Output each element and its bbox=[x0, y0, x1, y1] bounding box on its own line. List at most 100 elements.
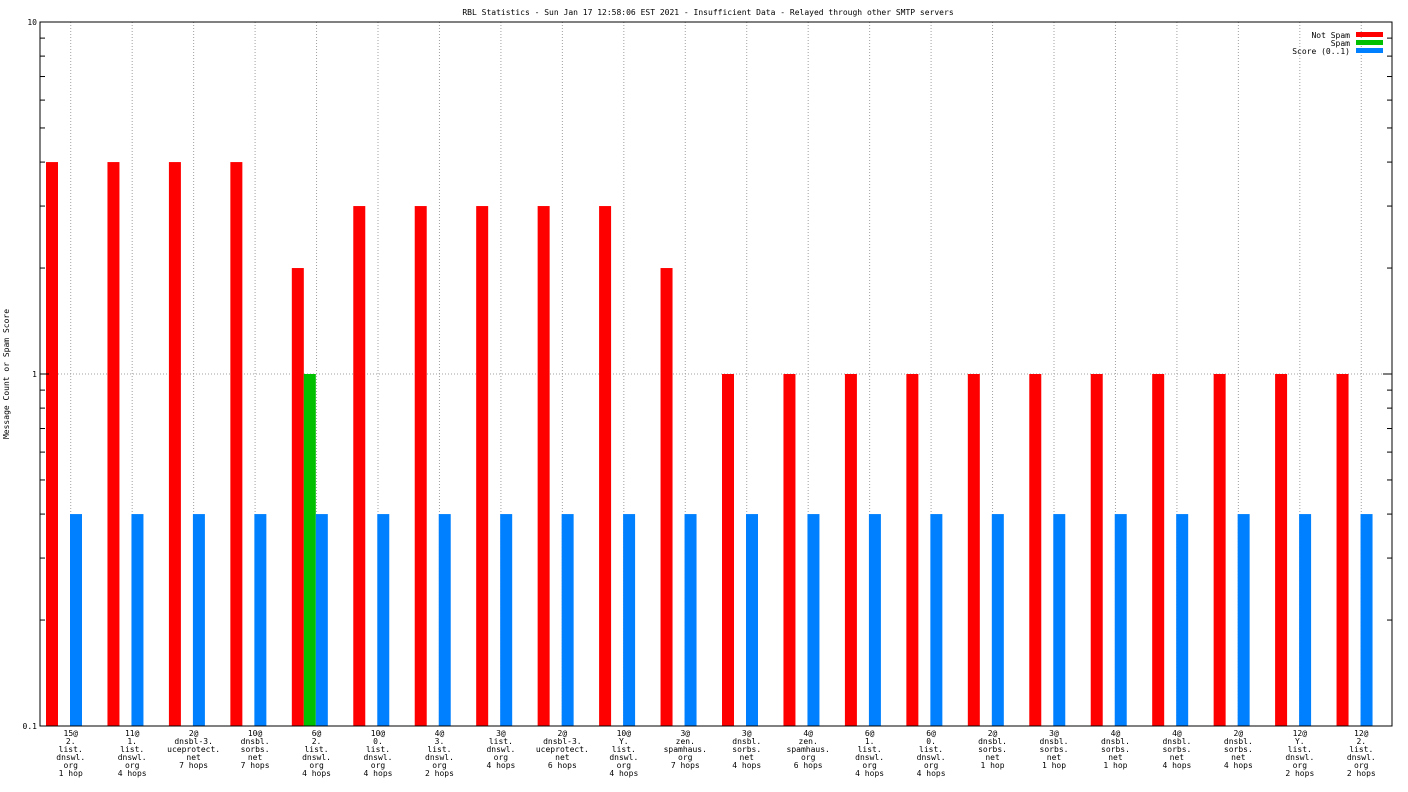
x-tick-label-line: org bbox=[801, 753, 816, 762]
x-tick-label-line: sorbs. bbox=[732, 745, 761, 754]
x-tick-label-line: 4 hops bbox=[917, 769, 946, 778]
x-tick-label-line: 4 hops bbox=[609, 769, 638, 778]
x-tick-label-line: sorbs. bbox=[1224, 745, 1253, 754]
x-tick-label-line: 4@ bbox=[435, 729, 445, 738]
bar-not-spam bbox=[722, 374, 734, 726]
x-tick-label-line: zen. bbox=[799, 737, 818, 746]
x-tick-label-line: sorbs. bbox=[1101, 745, 1130, 754]
x-tick-label: 12@ Y. list. dnswl. org 2 hops bbox=[1285, 729, 1314, 778]
x-tick-label-line: 4 hops bbox=[364, 769, 393, 778]
bar-score-0-1 bbox=[1176, 514, 1189, 726]
x-tick-label-line: org bbox=[309, 761, 324, 770]
bar-score-0-1 bbox=[1053, 514, 1066, 726]
x-tick-label-line: 4 hops bbox=[302, 769, 331, 778]
bar-not-spam bbox=[844, 374, 857, 726]
x-tick-label-line: list. bbox=[1349, 745, 1373, 754]
x-tick-label-line: org bbox=[371, 761, 386, 770]
x-tick-label-line: 1. bbox=[127, 737, 137, 746]
x-tick-label-line: dnswl. bbox=[1347, 753, 1376, 762]
y-tick-label: 0.1 bbox=[23, 722, 38, 731]
legend-label: Score (0..1) bbox=[1292, 47, 1350, 56]
bar-not-spam bbox=[414, 206, 427, 726]
grid-layer bbox=[40, 22, 1392, 726]
bar-not-spam bbox=[1213, 374, 1226, 726]
bar-score-0-1 bbox=[192, 514, 205, 726]
bar-not-spam bbox=[168, 162, 181, 726]
x-tick-label-line: 4 hops bbox=[732, 761, 761, 770]
x-tick-label-line: list. bbox=[919, 745, 943, 754]
x-tick-label-line: 3@ bbox=[680, 729, 690, 738]
x-tick-label-line: dnswl. bbox=[486, 745, 515, 754]
bar-not-spam bbox=[230, 162, 243, 726]
x-tick-label-line: Y. bbox=[619, 737, 629, 746]
x-tick-label-line: uceprotect. bbox=[536, 745, 589, 754]
bar-not-spam bbox=[46, 162, 58, 726]
x-tick-label-line: 4 hops bbox=[1224, 761, 1253, 770]
x-tick-label-line: dnsbl. bbox=[978, 737, 1007, 746]
x-tick-label-line: 1. bbox=[865, 737, 875, 746]
chart-title: RBL Statistics - Sun Jan 17 12:58:06 EST… bbox=[462, 8, 953, 17]
x-tick-label-line: 6@ bbox=[926, 729, 936, 738]
x-tick-label: 4@ zen. spamhaus. org 6 hops bbox=[787, 729, 830, 770]
x-tick-label-line: sorbs. bbox=[241, 745, 270, 754]
x-tick-label-line: 2@ bbox=[558, 729, 568, 738]
x-tick-label-line: 2@ bbox=[1234, 729, 1244, 738]
x-tick-label-line: dnswl. bbox=[609, 753, 638, 762]
x-tick-label-line: sorbs. bbox=[978, 745, 1007, 754]
bar-not-spam bbox=[1275, 374, 1288, 726]
x-tick-label-line: dnsbl-3. bbox=[174, 737, 213, 746]
x-tick-label-line: dnswl. bbox=[425, 753, 454, 762]
bar-spam bbox=[303, 374, 316, 726]
x-tick-label: 3@ list. dnswl. org 4 hops bbox=[486, 729, 515, 770]
x-tick-label-line: net bbox=[1170, 753, 1185, 762]
x-tick-label-line: dnswl. bbox=[855, 753, 884, 762]
x-tick-label-line: 2 hops bbox=[1285, 769, 1314, 778]
bar-score-0-1 bbox=[70, 514, 82, 726]
x-tick-label: 6@ 1. list. dnswl. org 4 hops bbox=[855, 729, 884, 778]
x-tick-label: 2@ dnsbl. sorbs. net 1 hop bbox=[978, 729, 1007, 770]
bar-score-0-1 bbox=[131, 514, 144, 726]
bar-score-0-1 bbox=[930, 514, 943, 726]
bars-layer bbox=[46, 162, 1373, 726]
x-tick-labels: 15@ 2. list. dnswl. org 1 hop 11@ 1. list. dnswl.… bbox=[56, 729, 1376, 778]
x-tick-label-line: org bbox=[924, 761, 939, 770]
x-tick-label-line: list. bbox=[427, 745, 451, 754]
x-tick-label-line: 2@ bbox=[189, 729, 199, 738]
x-tick-label-line: uceprotect. bbox=[167, 745, 220, 754]
legend-label: Spam bbox=[1331, 39, 1350, 48]
x-tick-label-line: 10@ bbox=[248, 729, 263, 738]
x-tick-label-line: dnswl. bbox=[917, 753, 946, 762]
x-tick-label: 11@ 1. list. dnswl. org 4 hops bbox=[118, 729, 147, 778]
x-tick-label-line: 6@ bbox=[865, 729, 875, 738]
x-tick-label: 2@ dnsbl-3. uceprotect. net 6 hops bbox=[536, 729, 589, 770]
x-tick-label: 15@ 2. list. dnswl. org 1 hop bbox=[56, 729, 85, 778]
x-tick-label-line: 12@ bbox=[1293, 729, 1308, 738]
bar-not-spam bbox=[1336, 374, 1349, 726]
x-tick-label-line: 2. bbox=[312, 737, 322, 746]
x-tick-label-line: 1 hop bbox=[980, 761, 1004, 770]
x-tick-label-line: 1 hop bbox=[59, 769, 83, 778]
x-tick-label-line: spamhaus. bbox=[787, 745, 830, 754]
x-tick-label-line: list. bbox=[612, 745, 636, 754]
bar-not-spam bbox=[660, 268, 673, 726]
x-tick-label-line: 12@ bbox=[1354, 729, 1369, 738]
x-tick-label-line: 3@ bbox=[496, 729, 506, 738]
x-tick-label-line: 4 hops bbox=[1162, 761, 1191, 770]
x-tick-label: 6@ 2. list. dnswl. org 4 hops bbox=[302, 729, 331, 778]
x-tick-label-line: dnswl. bbox=[118, 753, 147, 762]
x-tick-label: 10@ Y. list. dnswl. org 4 hops bbox=[609, 729, 638, 778]
x-tick-label-line: 6 hops bbox=[794, 761, 823, 770]
legend-swatch bbox=[1356, 32, 1383, 37]
x-tick-label-line: 3@ bbox=[742, 729, 752, 738]
bar-not-spam bbox=[599, 206, 612, 726]
x-tick-label-line: net bbox=[1231, 753, 1246, 762]
x-tick-label-line: org bbox=[64, 761, 79, 770]
bar-not-spam bbox=[1029, 374, 1042, 726]
x-tick-label-line: dnswl. bbox=[56, 753, 85, 762]
x-tick-label-line: 7 hops bbox=[671, 761, 700, 770]
x-tick-label-line: 2@ bbox=[988, 729, 998, 738]
bar-score-0-1 bbox=[315, 514, 328, 726]
x-tick-label: 4@ dnsbl. sorbs. net 1 hop bbox=[1101, 729, 1130, 770]
bar-not-spam bbox=[107, 162, 120, 726]
